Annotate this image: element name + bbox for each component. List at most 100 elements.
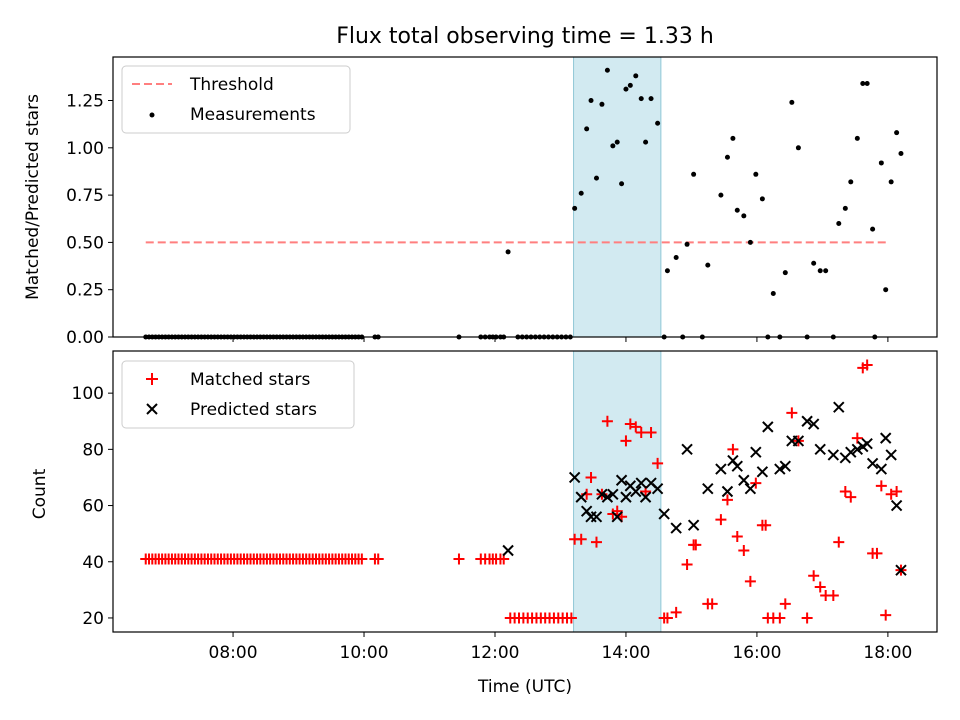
measurement-point — [691, 171, 697, 177]
predicted-star-point — [866, 457, 879, 470]
measurement-point — [584, 126, 590, 132]
measurement-point — [588, 98, 594, 104]
predicted-star-point — [774, 463, 786, 475]
top-legend-box — [121, 65, 351, 134]
predicted-star-point — [651, 482, 664, 495]
matched-star-point — [891, 486, 903, 497]
x-tick-label: 08:00 — [209, 643, 258, 663]
matched-star-point — [851, 432, 863, 444]
bottom-y-axis-label: Count — [30, 468, 50, 519]
matched-star-point — [565, 612, 577, 624]
predicted-star-point — [630, 485, 642, 498]
predicted-star-point — [875, 463, 888, 475]
matched-star-point — [652, 457, 664, 469]
matched-star-point — [453, 553, 465, 565]
measurement-point — [572, 205, 578, 211]
predicted-star-point — [715, 463, 727, 475]
measurement-point — [619, 181, 625, 187]
legend-predicted-label: Predicted stars — [190, 400, 317, 420]
measurement-point — [633, 73, 639, 79]
predicted-star-point — [890, 499, 903, 512]
predicted-star-point — [814, 443, 826, 456]
x-tick-label: 16:00 — [732, 643, 781, 663]
predicted-star-point — [721, 485, 734, 498]
predicted-star-point — [611, 511, 623, 523]
predicted-star-point — [590, 511, 603, 523]
predicted-star-point — [620, 491, 632, 503]
top-y-ticks: 0.00 0.25 0.50 0.75 1.00 1.25 — [66, 92, 113, 348]
matched-star-point — [750, 477, 762, 489]
matched-star-point — [875, 480, 887, 492]
matched-star-point — [839, 486, 851, 497]
measurement-point — [673, 255, 679, 261]
measurement-point — [648, 96, 654, 102]
figure-title: Flux total observing time = 1.33 h — [336, 24, 714, 49]
matched-star-point — [601, 415, 613, 427]
predicted-star-point — [635, 477, 647, 489]
x-tick-label: 12:00 — [470, 643, 519, 663]
matched-star-point — [356, 553, 368, 565]
predicted-star-point — [801, 415, 813, 427]
measurement-point — [898, 150, 904, 156]
matched-star-point — [620, 435, 632, 447]
predicted-star-point — [792, 435, 805, 447]
matched-star-point — [590, 536, 602, 548]
matched-star-point — [690, 539, 702, 551]
y-tick-label: 0.00 — [66, 328, 104, 348]
measurement-point — [593, 175, 599, 181]
measurement-point — [894, 130, 900, 136]
measurement-point — [817, 268, 823, 274]
matched-star-point — [801, 612, 813, 624]
measurement-point — [836, 220, 842, 226]
matched-star-point — [661, 612, 673, 624]
predicted-star-point — [807, 418, 820, 430]
matched-stars-points — [140, 359, 907, 624]
predicted-star-point — [568, 471, 581, 484]
matched-star-point — [833, 536, 845, 548]
y-tick-label: 0.50 — [66, 233, 104, 253]
legend-predicted-swatch — [146, 403, 158, 415]
measurement-point — [854, 135, 860, 141]
matched-star-point — [670, 606, 682, 618]
measurement-point — [599, 101, 605, 107]
matched-star-point — [731, 530, 743, 542]
matched-star-point — [779, 598, 791, 610]
predicted-star-point — [833, 401, 845, 413]
measurement-point — [860, 80, 866, 86]
predicted-star-point — [731, 460, 743, 472]
predicted-stars-points — [502, 401, 907, 576]
measurement-point — [684, 241, 690, 247]
matched-star-point — [611, 505, 623, 517]
matched-star-point — [715, 514, 727, 526]
predicted-star-point — [702, 482, 714, 495]
measurement-point — [718, 192, 724, 198]
measurement-point — [614, 139, 620, 145]
matched-star-point — [760, 519, 772, 531]
matched-star-point — [808, 570, 820, 582]
predicted-star-point — [895, 564, 907, 576]
matched-star-point — [635, 426, 647, 438]
measurement-point — [878, 160, 884, 166]
y-tick-label: 80 — [82, 440, 104, 460]
predicted-star-point — [744, 482, 757, 495]
measurement-point — [705, 262, 711, 268]
predicted-star-point — [575, 491, 587, 503]
measurement-point — [578, 190, 584, 196]
predicted-star-point — [615, 474, 628, 486]
measurement-point — [741, 213, 747, 219]
measurement-point — [734, 207, 740, 213]
predicted-star-point — [607, 488, 619, 501]
legend-matched-label: Matched stars — [190, 370, 310, 390]
measurement-point — [795, 145, 801, 151]
bottom-y-ticks: 20 40 60 80 100 — [72, 384, 113, 629]
matched-star-point — [630, 421, 642, 433]
measurement-point — [823, 268, 829, 274]
measurement-point — [811, 260, 817, 266]
measurement-point — [655, 120, 661, 126]
measurement-point — [627, 82, 633, 88]
measurement-point — [610, 143, 616, 149]
legend-measurements-swatch — [149, 112, 155, 118]
predicted-star-point — [596, 488, 608, 501]
observing-span — [573, 56, 662, 338]
